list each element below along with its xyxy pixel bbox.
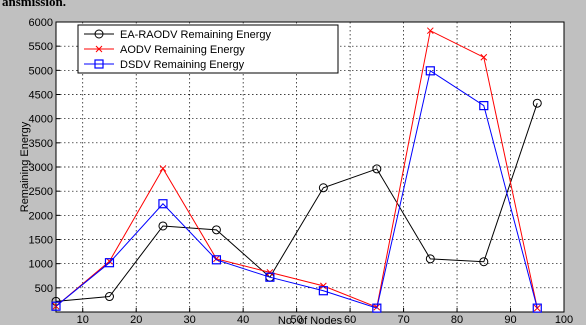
- data-point: [158, 221, 168, 231]
- data-point: [51, 301, 61, 311]
- y-tick-label: 1500: [29, 235, 53, 247]
- data-point: [266, 269, 274, 276]
- legend: EA-RAODV Remaining Energy AODV Remaining …: [77, 24, 339, 74]
- data-point: [104, 258, 115, 268]
- axis-ticks: 10 20 30 40 50 60 70 80 90 100 500 1000 1500 2000 2500…: [29, 17, 574, 325]
- x-tick-label: 20: [130, 314, 142, 325]
- data-point: [94, 59, 104, 69]
- x-axis-label: No. of Nodes: [278, 315, 343, 325]
- y-tick-label: 5500: [29, 41, 53, 53]
- data-point: [95, 45, 103, 53]
- data-point: [320, 282, 327, 290]
- data-point: [211, 255, 222, 265]
- data-point: [480, 53, 488, 61]
- x-tick-label: 30: [184, 314, 196, 325]
- x-tick-label: 80: [451, 314, 463, 325]
- data-point: [532, 303, 542, 313]
- data-point: [265, 272, 275, 282]
- data-point: [159, 165, 167, 172]
- data-point: [532, 98, 542, 108]
- series-line: [55, 70, 538, 309]
- data-point: [94, 29, 104, 39]
- caption-fragment: ansmission.: [2, 0, 66, 9]
- y-tick-label: 4500: [29, 90, 53, 102]
- data-point: [104, 292, 114, 302]
- data-point: [158, 199, 168, 209]
- y-tick-label: 4000: [29, 114, 53, 126]
- y-tick-label: 2000: [29, 210, 53, 222]
- data-point: [318, 286, 328, 296]
- x-tick-label: 70: [397, 314, 409, 325]
- x-tick-label: 100: [555, 314, 573, 325]
- series-dsdv: [51, 66, 542, 313]
- series-line: [55, 29, 538, 309]
- data-point: [211, 225, 221, 235]
- y-tick-label: 5000: [29, 65, 53, 77]
- data-point: [479, 257, 489, 267]
- y-tick-label: 3500: [29, 138, 53, 150]
- legend-label: AODV Remaining Energy: [120, 44, 245, 56]
- y-tick-label: 2500: [29, 186, 53, 198]
- data-point: [426, 27, 434, 35]
- series-line: [55, 103, 538, 302]
- y-tick-label: 500: [35, 283, 53, 295]
- legend-box: [77, 24, 339, 74]
- y-tick-label: 1000: [29, 259, 53, 271]
- data-point: [479, 101, 489, 111]
- data-point: [425, 66, 435, 76]
- series-group: [51, 27, 542, 313]
- x-tick-label: 40: [237, 314, 249, 325]
- data-point: [372, 164, 382, 174]
- data-point: [318, 183, 328, 193]
- y-tick-label: 3000: [29, 162, 53, 174]
- y-axis-label: Remaining Energy: [19, 121, 31, 212]
- legend-label: EA-RAODV Remaining Energy: [120, 29, 272, 41]
- data-point: [51, 296, 61, 306]
- data-point: [425, 254, 435, 264]
- data-point: [372, 303, 382, 313]
- x-tick-label: 90: [504, 314, 516, 325]
- x-tick-label: 50: [291, 314, 303, 325]
- legend-label: DSDV Remaining Energy: [120, 59, 245, 71]
- series-aodv: [52, 27, 541, 312]
- x-tick-label: 10: [77, 314, 89, 325]
- x-tick-label: 60: [344, 314, 356, 325]
- y-tick-label: 6000: [29, 17, 53, 29]
